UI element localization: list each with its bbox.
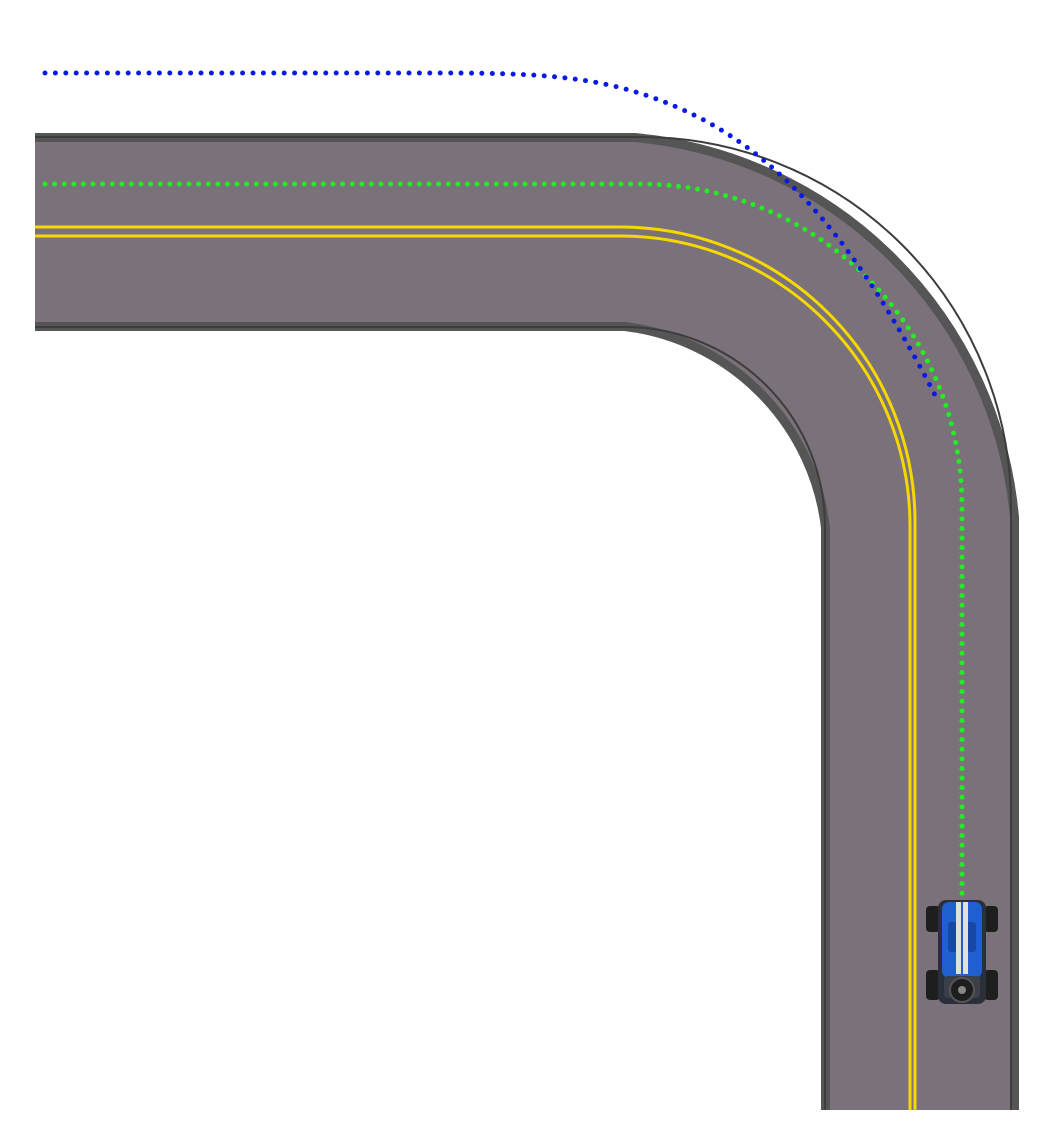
- road: [35, 133, 1019, 1110]
- center-line-lower: [35, 234, 912, 1110]
- center-line-upper: [35, 225, 917, 1110]
- truck-spare-hub: [958, 986, 966, 994]
- road-edge-inner: [35, 326, 826, 1110]
- road-edge-outer: [35, 135, 1012, 1110]
- road-surface: [35, 142, 1010, 1110]
- tire-rear-right: [984, 970, 998, 1000]
- monster-truck-icon: [926, 900, 998, 1004]
- truck-stripe-gap: [961, 902, 963, 974]
- tire-front-right: [984, 906, 998, 932]
- trajectory-blue: [42, 70, 938, 398]
- center-line: [35, 225, 917, 1110]
- trajectory-green: [42, 181, 965, 903]
- tire-front-left: [926, 906, 940, 932]
- tire-rear-left: [926, 970, 940, 1000]
